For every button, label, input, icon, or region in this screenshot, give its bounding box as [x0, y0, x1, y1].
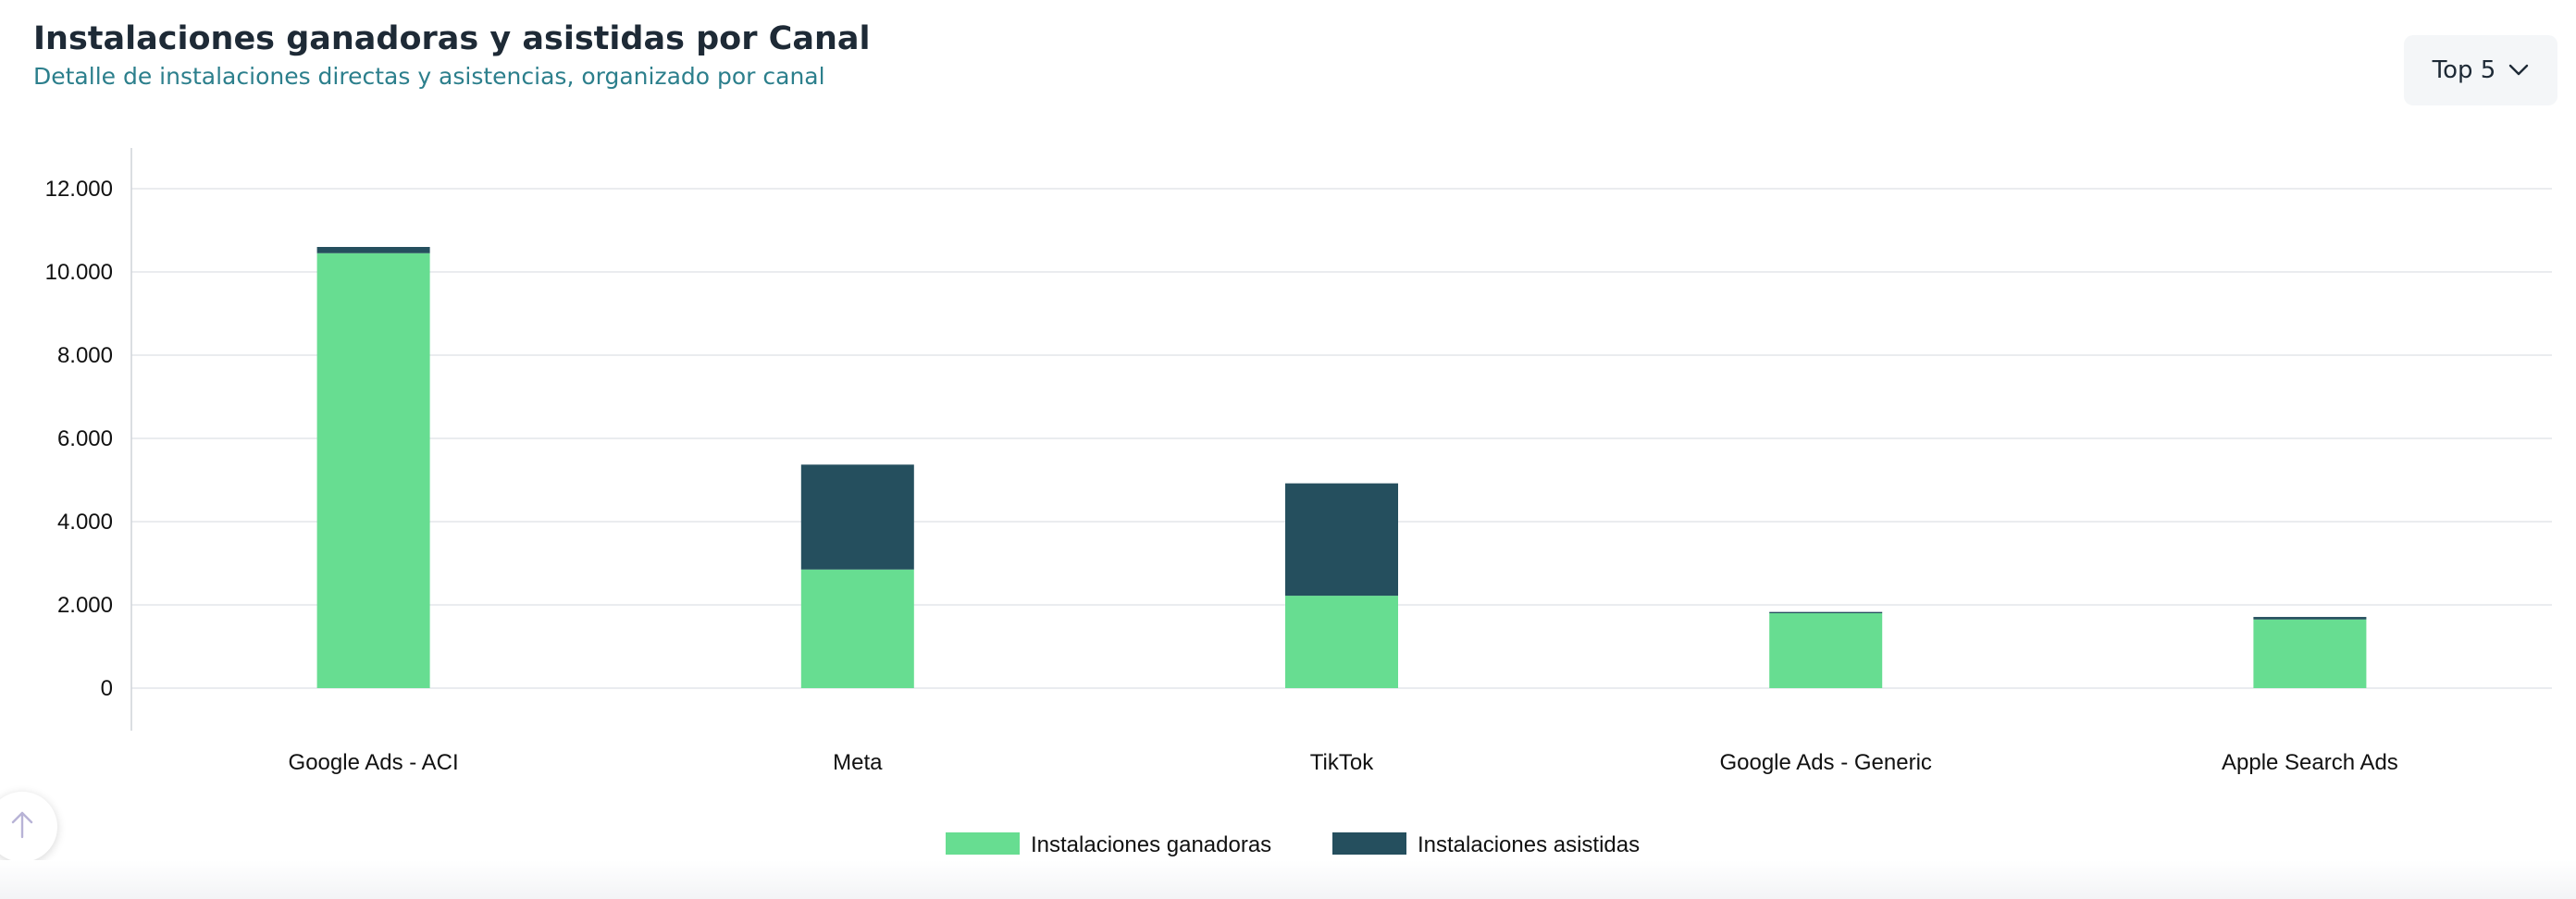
bars	[316, 247, 2367, 688]
top-n-dropdown[interactable]: Top 5	[2404, 35, 2557, 105]
x-axis-ticks: Google Ads - ACI Meta TikTok Google Ads - G…	[289, 750, 2398, 775]
x-tick-label: Google Ads - Generic	[1719, 750, 1931, 775]
x-tick-label: Google Ads - ACI	[289, 750, 459, 775]
bar-asistidas[interactable]	[1285, 483, 1398, 597]
y-tick-label: 8.000	[57, 343, 113, 368]
chart-header: Instalaciones ganadoras y asistidas por …	[33, 17, 870, 90]
y-tick-label: 10.000	[45, 260, 113, 285]
y-tick-label: 0	[101, 676, 113, 701]
top-n-dropdown-label: Top 5	[2432, 56, 2496, 84]
bottom-edge	[0, 860, 2576, 899]
x-tick-label: Meta	[833, 750, 883, 775]
y-tick-label: 6.000	[57, 426, 113, 451]
bar-ganadoras[interactable]	[2253, 619, 2367, 688]
bar-ganadoras[interactable]	[800, 569, 914, 688]
legend: Instalaciones ganadoras Instalaciones asi…	[946, 832, 1640, 857]
legend-label-ganadoras[interactable]: Instalaciones ganadoras	[1031, 832, 1271, 857]
chevron-down-icon	[2508, 64, 2529, 77]
y-tick-label: 4.000	[57, 510, 113, 535]
scroll-to-top-button[interactable]	[0, 792, 57, 862]
bar-asistidas[interactable]	[316, 247, 430, 253]
x-tick-label: TikTok	[1310, 750, 1374, 775]
bar-asistidas[interactable]	[1769, 611, 1883, 613]
y-tick-label: 2.000	[57, 593, 113, 618]
bar-ganadoras[interactable]	[1769, 613, 1883, 688]
legend-swatch-asistidas[interactable]	[1332, 832, 1406, 855]
legend-label-asistidas[interactable]: Instalaciones asistidas	[1418, 832, 1640, 857]
bar-ganadoras[interactable]	[1285, 596, 1398, 688]
arrow-up-icon	[9, 809, 35, 845]
x-tick-label: Apple Search Ads	[2222, 750, 2398, 775]
bar-ganadoras[interactable]	[316, 252, 430, 688]
legend-swatch-ganadoras[interactable]	[946, 832, 1020, 855]
page-subtitle: Detalle de instalaciones directas y asis…	[33, 63, 825, 90]
y-axis-ticks: 0 2.000 4.000 6.000 8.000 10.000 12.000	[45, 177, 113, 701]
page-title: Instalaciones ganadoras y asistidas por …	[33, 20, 871, 57]
bar-asistidas[interactable]	[2253, 617, 2367, 620]
bar-asistidas[interactable]	[800, 464, 914, 570]
y-tick-label: 12.000	[45, 177, 113, 202]
